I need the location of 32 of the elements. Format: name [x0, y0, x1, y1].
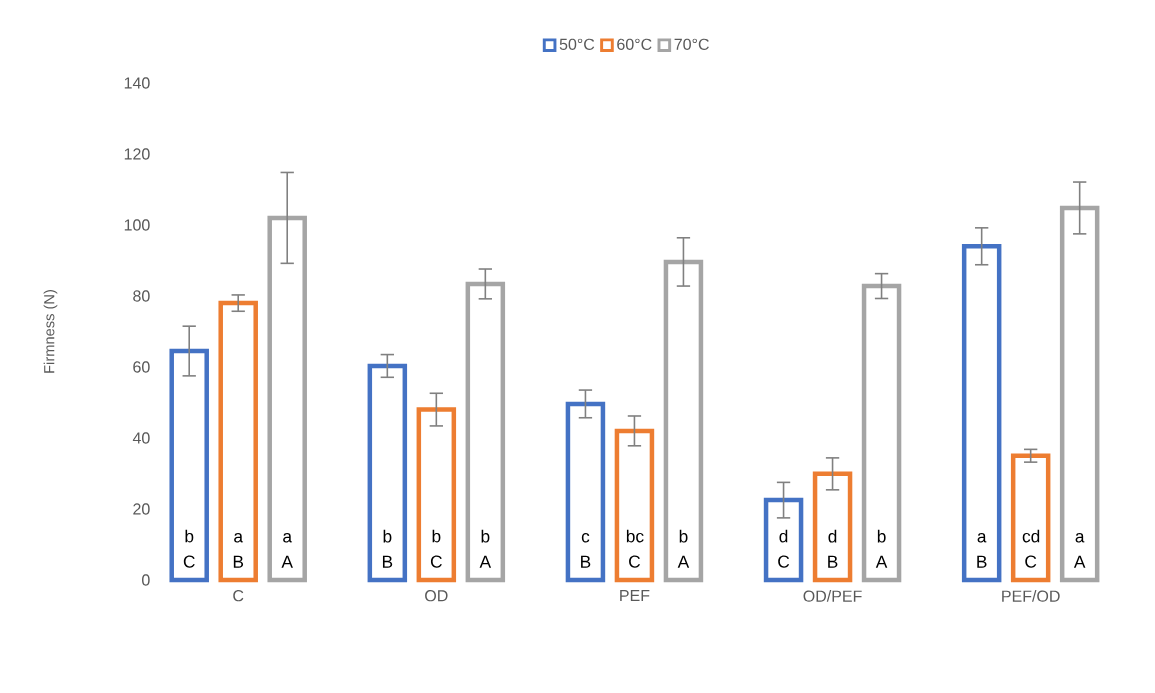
legend-label: 50°C [559, 38, 595, 50]
data-label: a A [1073, 533, 1086, 568]
y-tick-label: 140 [124, 77, 150, 89]
data-label: b A [479, 529, 492, 568]
y-axis-title: Firmness (N) [43, 290, 58, 373]
x-tick-label: PEF/OD [1002, 590, 1060, 602]
x-tick-label: C [233, 590, 244, 602]
y-tick-label: 20 [133, 503, 150, 515]
data-label: b C [430, 529, 442, 568]
y-tick-label: 100 [124, 219, 150, 231]
data-label: d C [778, 529, 790, 568]
y-tick-label: 120 [124, 148, 150, 160]
data-label: a A [281, 533, 293, 568]
data-label: b A [677, 529, 690, 568]
data-label: a B [977, 533, 987, 568]
data-label: a B [233, 533, 244, 568]
data-label: bc C [626, 529, 644, 568]
y-tick-label: 60 [133, 361, 150, 373]
data-label: cd C [1022, 529, 1040, 568]
x-tick-label: OD/PEF [803, 590, 862, 602]
data-label: b A [875, 529, 888, 568]
y-tick-label: 0 [142, 574, 150, 586]
data-label: b B [382, 529, 393, 568]
legend-label: 60°C [617, 38, 652, 50]
y-tick-label: 80 [133, 290, 150, 302]
data-label: c B [581, 533, 591, 568]
data-label: d B [828, 529, 838, 568]
y-tick-label: 40 [132, 432, 150, 444]
data-label: b C [183, 529, 195, 568]
x-tick-label: OD [425, 590, 448, 602]
legend-label: 70°C [674, 38, 709, 50]
x-tick-label: PEF [620, 590, 650, 602]
